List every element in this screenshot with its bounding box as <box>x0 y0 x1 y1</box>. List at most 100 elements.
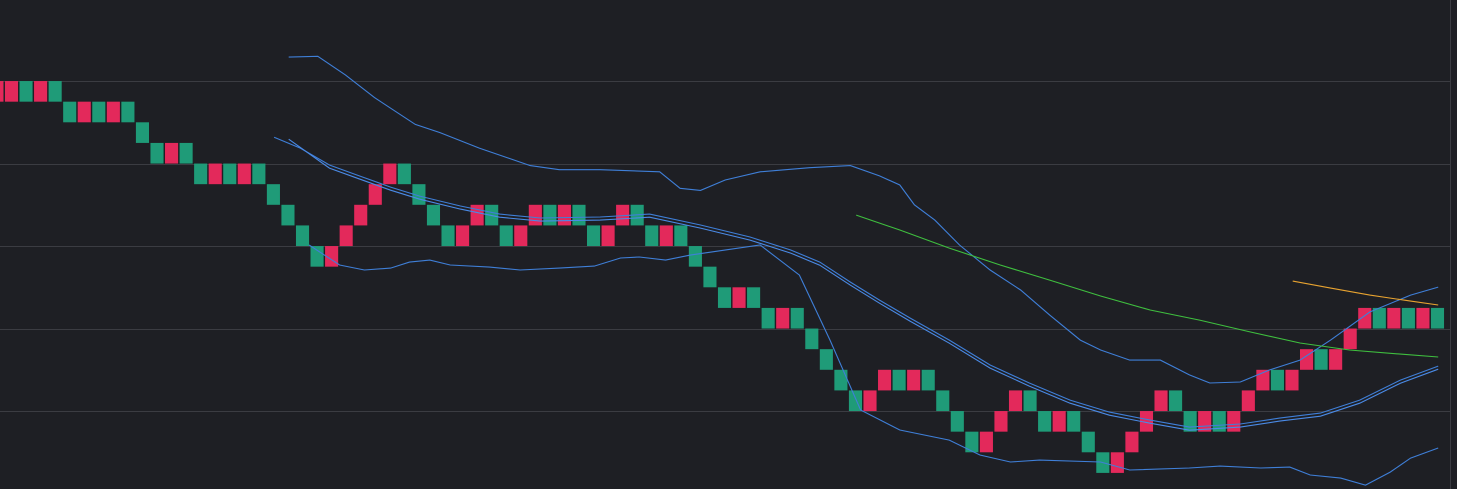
renko-brick <box>150 142 164 164</box>
renko-brick <box>208 163 222 185</box>
renko-brick <box>339 225 353 247</box>
renko-brick <box>834 369 848 391</box>
bricks <box>0 81 1445 473</box>
renko-brick <box>1008 390 1023 412</box>
renko-brick <box>1387 307 1401 329</box>
renko-brick <box>383 163 397 185</box>
renko-brick <box>77 101 91 123</box>
renko-brick <box>281 204 295 226</box>
renko-brick <box>34 81 48 102</box>
renko-brick <box>237 163 251 185</box>
renko-brick <box>819 349 833 370</box>
renko-brick <box>601 225 615 247</box>
renko-brick <box>761 307 775 329</box>
renko-brick <box>805 328 819 350</box>
renko-brick <box>252 163 266 185</box>
renko-brick <box>1110 452 1124 473</box>
renko-brick <box>1256 369 1270 391</box>
renko-brick <box>950 411 964 432</box>
renko-brick <box>1314 349 1328 370</box>
renko-brick <box>1241 390 1255 412</box>
renko-brick <box>994 411 1008 432</box>
renko-brick <box>456 225 470 247</box>
renko-brick <box>19 81 33 102</box>
renko-brick <box>1139 411 1154 432</box>
renko-brick <box>1358 307 1372 329</box>
renko-brick <box>1183 411 1197 432</box>
renko-brick <box>1038 411 1052 432</box>
renko-brick <box>0 81 4 102</box>
renko-brick <box>4 81 19 102</box>
indicator-line <box>288 55 1439 384</box>
renko-brick <box>1169 390 1183 412</box>
renko-brick <box>1285 369 1299 391</box>
renko-brick <box>1052 411 1066 432</box>
renko-brick <box>659 225 673 247</box>
renko-brick <box>528 204 542 226</box>
renko-brick <box>703 266 717 288</box>
indicator-line <box>273 136 1439 428</box>
indicator-line <box>1292 280 1439 306</box>
renko-brick <box>1023 390 1037 412</box>
renko-brick <box>1081 431 1095 453</box>
indicator-line <box>856 214 1439 358</box>
renko-brick <box>717 287 732 308</box>
renko-brick <box>645 225 659 247</box>
renko-brick <box>310 246 324 267</box>
renko-brick <box>557 204 571 226</box>
renko-brick <box>572 204 586 226</box>
renko-brick <box>1430 307 1445 329</box>
renko-brick <box>121 101 135 123</box>
renko-brick <box>1343 328 1357 350</box>
renko-brick <box>106 101 120 123</box>
renko-brick <box>674 225 688 247</box>
renko-brick <box>1270 369 1284 391</box>
indicator-line <box>288 138 1439 431</box>
renko-brick <box>907 369 921 391</box>
renko-brick <box>965 431 979 453</box>
renko-brick <box>470 204 484 226</box>
renko-brick <box>921 369 935 391</box>
renko-brick <box>179 142 193 164</box>
renko-brick <box>1154 390 1168 412</box>
renko-brick <box>936 390 950 412</box>
renko-brick <box>48 81 62 102</box>
renko-brick <box>397 163 411 185</box>
renko-brick <box>165 142 179 164</box>
renko-brick <box>1125 431 1139 453</box>
renko-brick <box>426 204 441 226</box>
renko-brick <box>1401 307 1415 329</box>
renko-brick <box>543 204 557 226</box>
renko-brick <box>266 184 280 205</box>
renko-brick <box>892 369 906 391</box>
renko-brick <box>441 225 455 247</box>
renko-brick <box>1329 349 1343 370</box>
renko-brick <box>1227 411 1241 432</box>
renko-brick <box>776 307 790 329</box>
renko-brick <box>747 287 761 308</box>
renko-brick <box>223 163 237 185</box>
renko-brick <box>63 101 77 123</box>
renko-brick <box>194 163 208 185</box>
renko-brick <box>863 390 877 412</box>
renko-brick <box>732 287 746 308</box>
renko-brick <box>1416 307 1430 329</box>
renko-brick <box>354 204 368 226</box>
renko-brick <box>1067 411 1081 432</box>
renko-brick <box>1372 307 1386 329</box>
renko-brick <box>499 225 513 247</box>
renko-brick <box>616 204 630 226</box>
renko-brick <box>790 307 804 329</box>
renko-brick <box>979 431 993 453</box>
renko-brick <box>586 225 601 247</box>
renko-brick <box>368 184 382 205</box>
renko-brick <box>688 246 702 267</box>
renko-brick <box>1212 411 1226 432</box>
renko-brick <box>295 225 310 247</box>
renko-brick <box>878 369 892 391</box>
indicator-line <box>308 244 1439 486</box>
renko-brick <box>135 122 150 143</box>
renko-brick <box>92 101 106 123</box>
